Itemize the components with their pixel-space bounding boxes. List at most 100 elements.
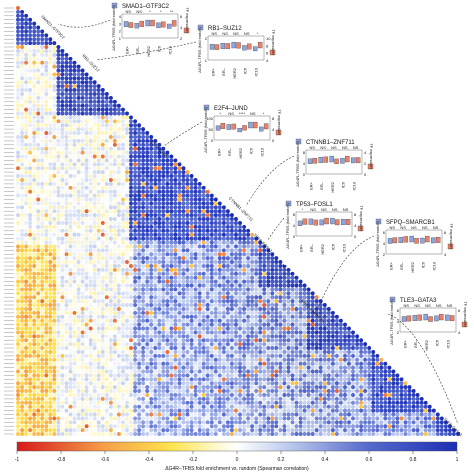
heatmap-cell: [234, 252, 238, 257]
heatmap-cell: [88, 342, 93, 347]
heatmap-cell: [141, 213, 146, 218]
heatmap-cell: [48, 107, 53, 112]
heatmap-cell: [60, 275, 65, 280]
heatmap-cell: [165, 338, 170, 343]
heatmap-cell: [141, 353, 146, 358]
heatmap-cell: [181, 307, 186, 311]
heatmap-cell: [157, 283, 162, 288]
heatmap-cell: [72, 205, 77, 210]
heatmap-cell: [149, 244, 154, 249]
heatmap-cell: [355, 334, 360, 339]
heatmap-cell: [24, 307, 29, 311]
heatmap-cell: [40, 342, 45, 347]
heatmap-cell: [72, 267, 77, 272]
heatmap-cell: [80, 224, 85, 229]
heatmap-cell: [96, 369, 101, 374]
heatmap-cell: [104, 350, 109, 354]
heatmap-cell: [153, 271, 158, 276]
heatmap-cell: [250, 322, 255, 327]
heatmap-cell: [137, 381, 142, 386]
heatmap-cell: [238, 314, 242, 319]
heatmap-cell: [173, 393, 178, 397]
heatmap-cell: [116, 318, 121, 323]
heatmap-cell: [40, 146, 45, 151]
heatmap-cell: [165, 342, 170, 347]
heatmap-cell: [88, 119, 93, 124]
heatmap-cell: [32, 185, 37, 190]
heatmap-cell: [68, 185, 73, 190]
heatmap-cell: [116, 248, 121, 253]
heatmap-cell: [16, 174, 20, 178]
heatmap-cell: [100, 393, 105, 397]
heatmap-cell: [104, 228, 109, 233]
heatmap-cell: [286, 287, 291, 292]
heatmap-cell: [28, 99, 33, 104]
heatmap-cell: [129, 224, 133, 229]
heatmap-cell: [64, 181, 69, 186]
heatmap-cell: [246, 252, 251, 257]
heatmap-cell: [64, 267, 69, 272]
heatmap-cell: [56, 252, 61, 257]
heatmap-cell: [306, 314, 311, 319]
heatmap-cell: [125, 389, 129, 393]
heatmap-cell: [157, 291, 162, 296]
heatmap-cell: [68, 291, 73, 296]
heatmap-cell: [221, 264, 226, 268]
heatmap-cell: [145, 357, 150, 362]
heatmap-cell: [84, 72, 89, 77]
heatmap-cell: [322, 322, 327, 327]
heatmap-cell: [217, 373, 222, 378]
heatmap-cell: [266, 365, 271, 370]
heatmap-cell: [80, 295, 85, 300]
heatmap-cell: [44, 295, 49, 300]
heatmap-cell: [112, 369, 117, 374]
heatmap-cell: [193, 205, 198, 210]
heatmap-cell: [197, 373, 202, 378]
heatmap-cell: [24, 228, 29, 233]
heatmap-cell: [84, 287, 89, 292]
heatmap-cell: [238, 232, 242, 237]
heatmap-cell: [145, 279, 150, 284]
heatmap-cell: [44, 389, 49, 393]
heatmap-cell: [64, 111, 69, 116]
heatmap-cell: [217, 240, 222, 245]
heatmap-cell: [347, 377, 351, 382]
heatmap-cell: [282, 291, 287, 296]
heatmap-cell: [80, 303, 85, 307]
heatmap-cell: [28, 197, 33, 202]
heatmap-cell: [96, 154, 101, 159]
heatmap-cell: [213, 275, 218, 280]
heatmap-cell: [116, 256, 121, 261]
heatmap-cell: [286, 326, 291, 331]
heatmap-cell: [137, 209, 142, 214]
heatmap-cell: [104, 303, 109, 307]
heatmap-cell: [76, 369, 81, 374]
heatmap-cell: [121, 357, 125, 362]
heatmap-cell: [238, 357, 242, 362]
heatmap-cell: [44, 76, 49, 81]
heatmap-cell: [80, 244, 85, 249]
heatmap-cell: [250, 334, 255, 339]
heatmap-cell: [193, 338, 198, 343]
heatmap-cell: [92, 107, 97, 112]
heatmap-cell: [234, 295, 238, 300]
heatmap-cell: [40, 33, 45, 38]
heatmap-cell: [221, 322, 226, 327]
heatmap-cell: [28, 84, 33, 89]
heatmap-cell: [28, 142, 33, 147]
heatmap-cell: [149, 240, 154, 245]
heatmap-cell: [129, 221, 133, 225]
heatmap-cell: [181, 310, 186, 315]
heatmap-cell: [28, 365, 33, 370]
heatmap-cell: [205, 303, 210, 307]
heatmap-cell: [387, 369, 392, 374]
heatmap-cell: [270, 361, 275, 366]
heatmap-cell: [52, 41, 57, 46]
heatmap-cell: [355, 385, 360, 390]
heatmap-cell: [36, 56, 41, 61]
heatmap-cell: [213, 232, 218, 237]
heatmap-cell: [189, 221, 194, 225]
heatmap-cell: [129, 318, 133, 323]
heatmap-cell: [56, 244, 61, 249]
heatmap-cell: [274, 314, 279, 319]
